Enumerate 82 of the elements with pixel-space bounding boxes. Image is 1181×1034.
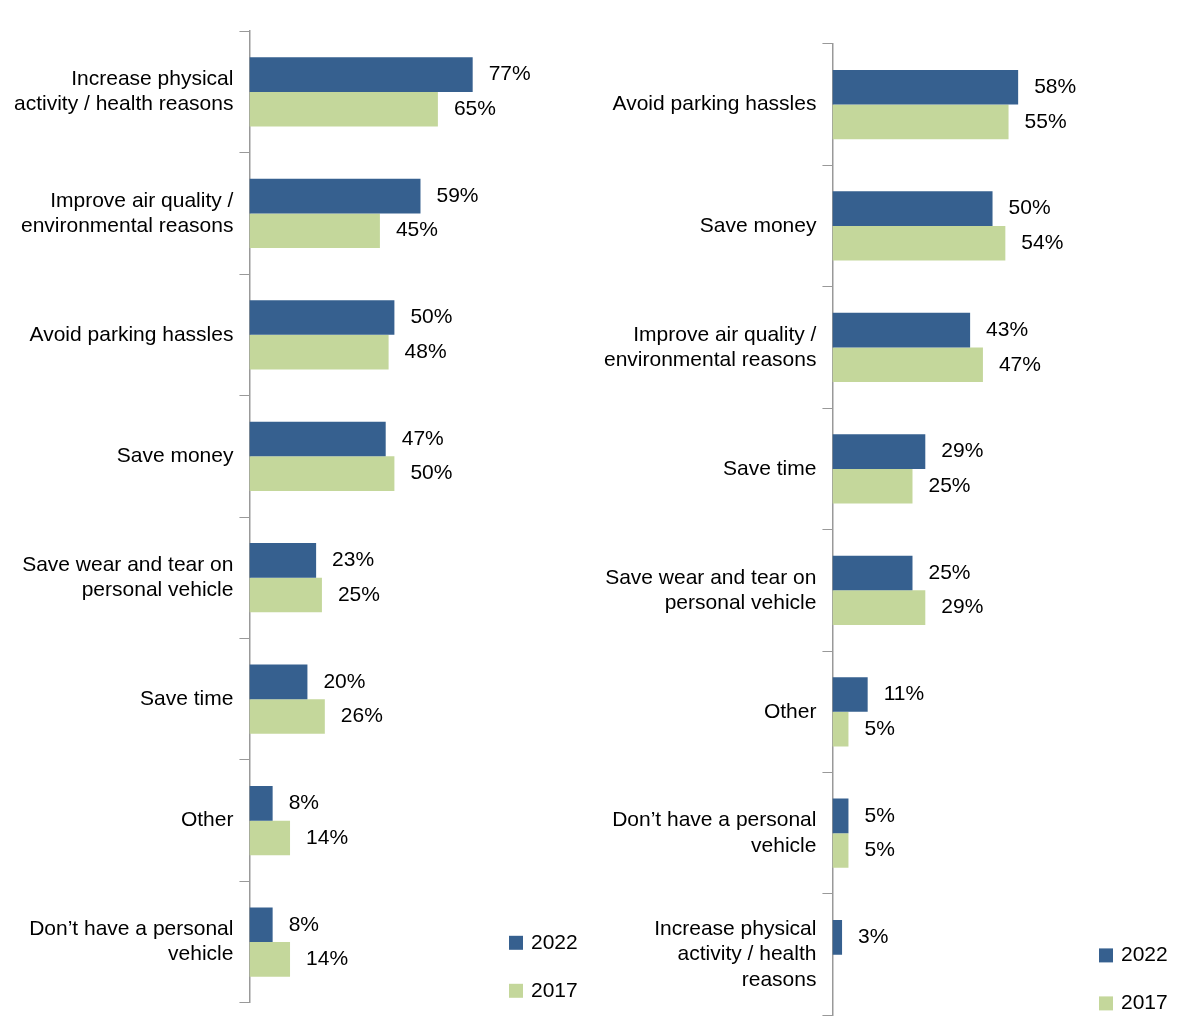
- data-label: 25%: [337, 581, 380, 605]
- y-tick-label: Other: [180, 807, 234, 831]
- data-label: 29%: [941, 438, 984, 462]
- bar: [249, 942, 291, 977]
- data-label: 23%: [332, 547, 375, 571]
- bar: [832, 555, 913, 591]
- bar: [832, 434, 926, 469]
- data-label: 54%: [1021, 230, 1064, 254]
- bar: [832, 798, 849, 834]
- bar: [832, 191, 993, 226]
- bar: [249, 91, 438, 127]
- bar: [832, 312, 971, 348]
- bar: [249, 456, 395, 491]
- data-label: 50%: [410, 304, 453, 328]
- data-label: 48%: [404, 338, 447, 362]
- data-label: 55%: [1024, 108, 1067, 132]
- y-tick-label: Improve air quality / environmental reasons: [20, 187, 234, 236]
- data-label: 47%: [998, 351, 1041, 375]
- bar: [249, 699, 325, 734]
- data-label: 58%: [1034, 74, 1077, 98]
- data-label: 5%: [864, 715, 895, 739]
- data-label: 50%: [410, 460, 453, 484]
- bar: [249, 57, 473, 92]
- bar: [832, 833, 849, 868]
- bar: [832, 69, 1019, 105]
- bar: [249, 421, 386, 457]
- y-tick-label: Save time: [140, 685, 234, 709]
- data-label: 8%: [288, 911, 319, 935]
- data-label: 5%: [864, 837, 895, 861]
- y-tick-label: Increase physical activity / health reasons: [654, 916, 817, 990]
- bar: [249, 213, 380, 248]
- bar: [249, 543, 317, 578]
- y-tick-label: Avoid parking hassles: [612, 91, 817, 115]
- bar: [249, 178, 421, 214]
- data-label: 20%: [323, 668, 366, 692]
- bar: [249, 334, 389, 370]
- legend-label: 2022: [531, 929, 578, 953]
- data-label: 65%: [453, 96, 496, 120]
- bar: [832, 104, 1009, 140]
- data-label: 25%: [928, 472, 971, 496]
- bar: [832, 347, 983, 383]
- data-label: 29%: [941, 594, 984, 618]
- legend-label: 2017: [531, 977, 578, 1001]
- data-label: 14%: [306, 946, 349, 970]
- bar: [249, 577, 322, 613]
- bar: [249, 820, 291, 856]
- data-label: 3%: [858, 924, 889, 948]
- legend-label: 2017: [1121, 990, 1168, 1014]
- bar: [249, 786, 273, 821]
- data-label: 11%: [883, 681, 925, 705]
- y-tick-label: Save money: [116, 443, 234, 467]
- data-label: 14%: [306, 824, 349, 848]
- data-label: 77%: [488, 61, 531, 85]
- bar: [832, 920, 843, 955]
- data-label: 47%: [401, 425, 444, 449]
- bar: [832, 677, 868, 712]
- y-tick-label: Save wear and tear on personal vehicle: [22, 551, 234, 601]
- bar: [832, 468, 913, 504]
- bar: [832, 590, 926, 625]
- y-tick-label: Save wear and tear on personal vehicle: [605, 564, 817, 613]
- data-label: 5%: [864, 802, 895, 826]
- bar: [249, 664, 308, 700]
- data-label: 45%: [395, 217, 438, 241]
- data-label: 59%: [436, 182, 479, 206]
- bar: [832, 225, 1006, 261]
- y-tick-label: Other: [763, 698, 817, 722]
- bar: [832, 711, 849, 747]
- y-tick-label: Save money: [699, 212, 817, 236]
- y-tick-label: Improve air quality / environmental reasons: [604, 321, 817, 370]
- data-label: 8%: [288, 790, 319, 814]
- bar: [249, 300, 395, 335]
- y-tick-label: Avoid parking hassles: [29, 321, 234, 345]
- legend-label: 2022: [1121, 942, 1168, 966]
- bar: [249, 907, 273, 943]
- y-tick-label: Don’t have a personal vehicle: [29, 916, 234, 965]
- y-tick-label: Increase physical activity / health reasons: [13, 66, 234, 115]
- y-tick-label: Don’t have a personal vehicle: [612, 807, 817, 856]
- data-label: 43%: [986, 316, 1029, 340]
- data-label: 26%: [340, 703, 383, 727]
- y-tick-label: Save time: [723, 455, 817, 479]
- data-label: 25%: [928, 559, 971, 583]
- data-label: 50%: [1008, 195, 1051, 219]
